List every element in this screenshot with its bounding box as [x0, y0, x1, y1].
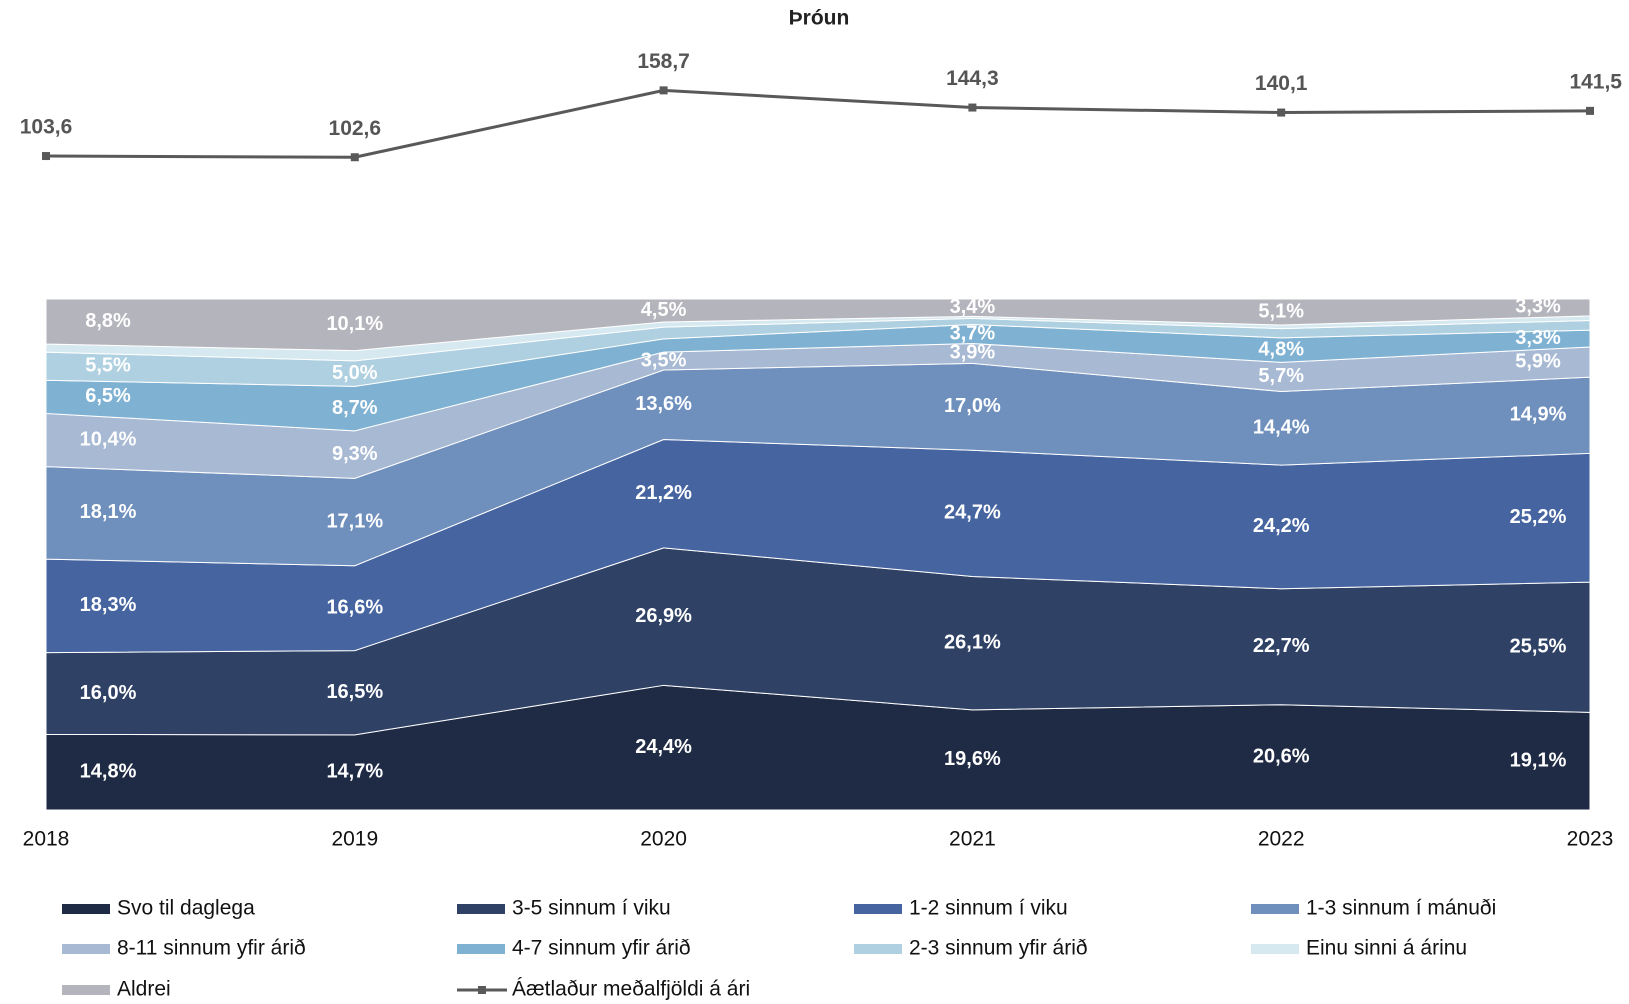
- line-marker: [1586, 106, 1594, 115]
- data-label: 24,7%: [944, 502, 1001, 524]
- data-label: 14,7%: [326, 761, 383, 783]
- legend-label: Áætlaður meðalfjöldi á ári: [512, 978, 750, 1001]
- data-label: 4,5%: [641, 299, 687, 321]
- data-label: 3,7%: [950, 322, 996, 344]
- data-label: 3,9%: [950, 342, 996, 364]
- data-label: 19,6%: [944, 748, 1001, 770]
- legend-item: Aldrei: [62, 978, 171, 1001]
- data-label: 3,3%: [1515, 327, 1561, 349]
- line-label: 140,1: [1255, 72, 1308, 95]
- data-label: 17,1%: [326, 510, 383, 532]
- data-label: 8,8%: [85, 310, 131, 332]
- data-label: 14,9%: [1510, 404, 1567, 426]
- line-marker: [350, 153, 359, 162]
- data-label: 5,0%: [332, 362, 378, 384]
- data-label: 21,2%: [635, 482, 692, 504]
- legend-swatch: [457, 944, 505, 954]
- data-label: 24,4%: [635, 736, 692, 758]
- x-tick-label: 2021: [949, 828, 996, 851]
- legend-item: Svo til daglega: [62, 897, 255, 920]
- data-label: 14,4%: [1253, 417, 1310, 439]
- legend-label: Einu sinni á árinu: [1306, 937, 1467, 960]
- legend-swatch: [1251, 904, 1299, 914]
- legend-label: 1-3 sinnum í mánuði: [1306, 897, 1496, 920]
- data-label: 10,4%: [80, 428, 137, 450]
- data-label: 5,7%: [1258, 365, 1304, 387]
- chart-title: Þróun: [789, 7, 850, 30]
- legend-swatch: [478, 986, 486, 994]
- legend-swatch: [62, 904, 110, 914]
- line-label: 141,5: [1569, 70, 1622, 93]
- x-tick-label: 2019: [331, 828, 378, 851]
- line-label: 144,3: [946, 67, 999, 90]
- line-marker: [1277, 108, 1286, 117]
- legend-swatch: [854, 904, 902, 914]
- data-label: 19,1%: [1510, 749, 1567, 771]
- data-label: 9,3%: [332, 443, 378, 465]
- area: [45, 298, 1591, 352]
- data-label: 16,0%: [80, 682, 137, 704]
- legend-swatch: [457, 904, 505, 914]
- legend-item: Einu sinni á árinu: [1251, 937, 1467, 960]
- data-label: 22,7%: [1253, 635, 1310, 657]
- legend-label: 2-3 sinnum yfir árið: [909, 937, 1088, 960]
- legend-swatch: [1251, 944, 1299, 954]
- x-tick-label: 2022: [1258, 828, 1305, 851]
- line-marker: [42, 152, 50, 161]
- line-label: 102,6: [329, 117, 382, 140]
- legend-item: 1-2 sinnum í viku: [854, 897, 1068, 920]
- x-tick-label: 2020: [640, 828, 687, 851]
- data-label: 18,3%: [80, 594, 137, 616]
- data-label: 14,8%: [80, 760, 137, 782]
- legend-swatch: [62, 944, 110, 954]
- data-label: 4,8%: [1258, 338, 1304, 360]
- data-label: 26,1%: [944, 631, 1001, 653]
- data-label: 5,5%: [85, 354, 131, 376]
- legend-item: Áætlaður meðalfjöldi á ári: [457, 978, 750, 1001]
- data-label: 25,5%: [1510, 636, 1567, 658]
- data-label: 13,6%: [635, 393, 692, 415]
- data-label: 8,7%: [332, 397, 378, 419]
- legend-item: 4-7 sinnum yfir árið: [457, 937, 691, 960]
- legend-label: Aldrei: [117, 978, 171, 1001]
- legend-item: 1-3 sinnum í mánuði: [1251, 897, 1496, 920]
- legend-item: 2-3 sinnum yfir árið: [854, 937, 1088, 960]
- data-label: 5,1%: [1258, 300, 1304, 322]
- legend-swatch: [854, 944, 902, 954]
- data-label: 25,2%: [1510, 506, 1567, 528]
- line-label: 158,7: [637, 50, 690, 73]
- line-label: 103,6: [20, 116, 73, 139]
- data-label: 16,6%: [326, 596, 383, 618]
- data-label: 17,0%: [944, 395, 1001, 417]
- x-tick-label: 2023: [1567, 828, 1614, 851]
- data-label: 16,5%: [326, 681, 383, 703]
- data-label: 5,9%: [1515, 350, 1561, 372]
- data-label: 26,9%: [635, 605, 692, 627]
- legend-label: 8-11 sinnum yfir árið: [117, 937, 306, 960]
- data-label: 24,2%: [1253, 515, 1310, 537]
- data-label: 10,1%: [326, 313, 383, 335]
- legend-label: 4-7 sinnum yfir árið: [512, 937, 691, 960]
- line: [45, 88, 1591, 159]
- x-tick-label: 2018: [23, 828, 70, 851]
- legend-item: 8-11 sinnum yfir árið: [62, 937, 306, 960]
- data-label: 18,1%: [80, 501, 137, 523]
- line-marker: [968, 103, 977, 112]
- line-marker: [659, 86, 668, 95]
- data-label: 3,5%: [641, 349, 687, 371]
- legend-label: 1-2 sinnum í viku: [909, 897, 1068, 920]
- legend-item: 3-5 sinnum í viku: [457, 897, 671, 920]
- legend-label: Svo til daglega: [117, 897, 255, 920]
- data-label: 20,6%: [1253, 746, 1310, 768]
- legend-swatch: [62, 985, 110, 995]
- legend-label: 3-5 sinnum í viku: [512, 897, 671, 920]
- data-label: 3,4%: [950, 296, 996, 318]
- data-label: 3,3%: [1515, 296, 1561, 318]
- data-label: 6,5%: [85, 385, 131, 407]
